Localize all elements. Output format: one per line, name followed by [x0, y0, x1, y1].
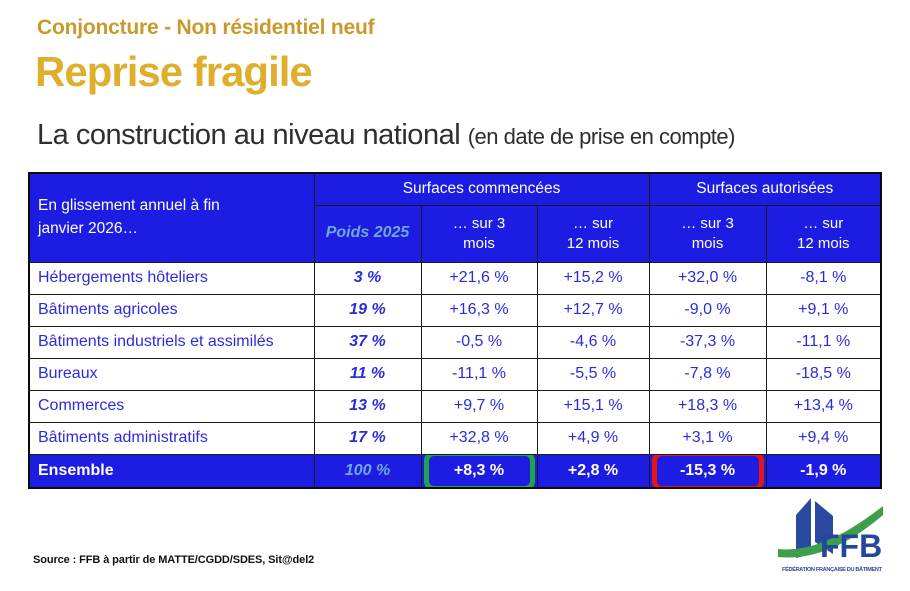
value-cell-highlighted-green: +8,3 % — [420, 453, 538, 489]
row-label: Commerces — [28, 389, 315, 423]
value-cell: -11,1 % — [765, 325, 882, 359]
table-row: Bâtiments administratifs 17 % +32,8 % +4… — [28, 421, 882, 455]
value-cell: +9,7 % — [420, 389, 538, 423]
value-cell: +9,4 % — [765, 421, 882, 455]
row-label: Bâtiments industriels et assimilés — [28, 325, 315, 359]
row-label: Bâtiments administratifs — [28, 421, 315, 455]
table-row: Bâtiments agricoles 19 % +16,3 % +12,7 %… — [28, 293, 882, 327]
value-cell: +32,8 % — [420, 421, 538, 455]
poids-cell: 17 % — [313, 421, 422, 455]
value-cell: -0,5 % — [420, 325, 538, 359]
sub-header-commencees-3mois: … sur 3 mois — [420, 204, 538, 263]
row-label: Hébergements hôteliers — [28, 261, 315, 295]
poids-cell: 100 % — [313, 453, 422, 489]
row-label: Bureaux — [28, 357, 315, 391]
value-cell: +2,8 % — [536, 453, 650, 489]
value-cell: -9,0 % — [648, 293, 767, 327]
sub-header-commencees-12mois: … sur 12 mois — [536, 204, 650, 263]
poids-cell: 11 % — [313, 357, 422, 391]
table-row: Commerces 13 % +9,7 % +15,1 % +18,3 % +1… — [28, 389, 882, 423]
row-label: Bâtiments agricoles — [28, 293, 315, 327]
value-cell: -1,9 % — [765, 453, 882, 489]
value-cell: -8,1 % — [765, 261, 882, 295]
value-cell: +21,6 % — [420, 261, 538, 295]
value-cell: -5,5 % — [536, 357, 650, 391]
value-cell: +16,3 % — [420, 293, 538, 327]
total-row-label: Ensemble — [28, 453, 315, 489]
data-table: En glissement annuel à fin janvier 2026…… — [28, 172, 883, 489]
table-row: Bureaux 11 % -11,1 % -5,5 % -7,8 % -18,5… — [28, 357, 882, 391]
section-title-note: (en date de prise en compte) — [467, 124, 736, 149]
logo-swoosh-icon — [778, 506, 883, 558]
sub-header-poids: Poids 2025 — [313, 204, 422, 263]
section-title-main: La construction au niveau national — [37, 119, 461, 151]
group-header-commencees: Surfaces commencées — [313, 172, 650, 206]
corner-header: En glissement annuel à fin janvier 2026… — [28, 172, 315, 263]
value-cell: +13,4 % — [765, 389, 882, 423]
group-header-autorisees: Surfaces autorisées — [648, 172, 882, 206]
source-text: Source : FFB à partir de MATTE/CGDD/SDES… — [33, 554, 315, 566]
logo-acronym: FFB — [820, 528, 882, 564]
value-cell: +12,7 % — [536, 293, 650, 327]
ffb-logo: FFB FÉDÉRATION FRANÇAISE DU BÂTIMENT — [778, 498, 883, 573]
value-cell: +9,1 % — [765, 293, 882, 327]
total-row: Ensemble 100 % +8,3 % +2,8 % -15,3 % -1,… — [28, 453, 882, 489]
value-cell: +3,1 % — [648, 421, 767, 455]
sub-header-autorisees-12mois: … sur 12 mois — [765, 204, 882, 263]
value-cell: +18,3 % — [648, 389, 767, 423]
logo-building-left-icon — [796, 498, 811, 558]
value-cell: -18,5 % — [765, 357, 882, 391]
value-cell: -7,8 % — [648, 357, 767, 391]
logo-caption: FÉDÉRATION FRANÇAISE DU BÂTIMENT — [782, 565, 883, 573]
table-row: Hébergements hôteliers 3 % +21,6 % +15,2… — [28, 261, 882, 295]
value-cell: -37,3 % — [648, 325, 767, 359]
poids-cell: 19 % — [313, 293, 422, 327]
poids-cell: 13 % — [313, 389, 422, 423]
poids-cell: 37 % — [313, 325, 422, 359]
value-cell: +32,0 % — [648, 261, 767, 295]
kicker-text: Conjoncture - Non résidentiel neuf — [37, 16, 375, 39]
poids-cell: 3 % — [313, 261, 422, 295]
value-cell: +15,1 % — [536, 389, 650, 423]
value-cell: -11,1 % — [420, 357, 538, 391]
section-title: La construction au niveau national (en d… — [37, 119, 735, 152]
table-row: Bâtiments industriels et assimilés 37 % … — [28, 325, 882, 359]
page-title: Reprise fragile — [35, 48, 313, 95]
sub-header-autorisees-3mois: … sur 3 mois — [648, 204, 767, 263]
value-cell: -4,6 % — [536, 325, 650, 359]
value-cell: +15,2 % — [536, 261, 650, 295]
value-cell: +4,9 % — [536, 421, 650, 455]
value-cell-highlighted-red: -15,3 % — [648, 453, 767, 489]
